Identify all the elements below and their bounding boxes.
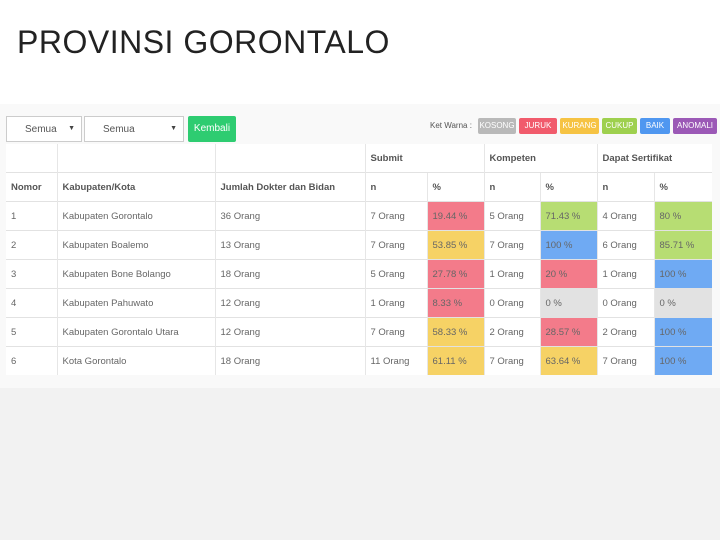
row-kompeten-n: 7 Orang [483,230,540,260]
column-header: % [426,172,484,202]
row-submit-n: 11 Orang [364,346,427,375]
row-kabupaten: Kabupaten Pahuwato [56,288,215,318]
row-sertifikat-pct: 100 % [653,259,712,289]
row-jumlah: 13 Orang [214,230,365,260]
row-submit-pct: 58.33 % [426,317,484,347]
row-kompeten-pct: 28.57 % [539,317,597,347]
column-header: n [364,172,427,202]
legend-label: Ket Warna : [430,121,472,130]
row-kompeten-pct: 0 % [539,288,597,318]
row-number: 1 [6,201,57,231]
row-submit-pct: 61.11 % [426,346,484,375]
column-header: n [596,172,654,202]
table-row: 6 Kota Gorontalo 18 Orang 11 Orang 61.11 % 7 … [6,346,712,375]
row-number: 5 [6,317,57,347]
table-row: 2 Kabupaten Boalemo 13 Orang 7 Orang 53.85 %… [6,230,712,260]
row-kompeten-pct: 63.64 % [539,346,597,375]
legend-badge-cukup: CUKUP [602,118,637,134]
row-sertifikat-pct: 100 % [653,317,712,347]
filter-select-2[interactable]: Semua ▼ [84,116,184,142]
row-kompeten-pct: 20 % [539,259,597,289]
filter-select-1-value: Semua [25,124,57,135]
filter-select-1[interactable]: Semua ▼ [6,116,82,142]
legend-badge-baik: BAIK [640,118,670,134]
row-kompeten-n: 0 Orang [483,288,540,318]
chevron-down-icon: ▼ [170,125,177,132]
back-button[interactable]: Kembali [188,116,236,142]
row-number: 6 [6,346,57,375]
row-kompeten-n: 5 Orang [483,201,540,231]
row-sertifikat-pct: 85.71 % [653,230,712,260]
row-sertifikat-pct: 80 % [653,201,712,231]
header-spacer [56,144,215,173]
row-jumlah: 18 Orang [214,346,365,375]
row-submit-pct: 8.33 % [426,288,484,318]
legend-badge-juruk: JURUK [519,118,557,134]
row-kabupaten: Kabupaten Bone Bolango [56,259,215,289]
row-sertifikat-pct: 0 % [653,288,712,318]
row-submit-pct: 53.85 % [426,230,484,260]
table-row: 4 Kabupaten Pahuwato 12 Orang 1 Orang 8.33 %… [6,288,712,318]
row-kabupaten: Kabupaten Gorontalo [56,201,215,231]
row-jumlah: 36 Orang [214,201,365,231]
dashboard-panel: Semua ▼ Semua ▼ Kembali Ket Warna : KOSO… [0,104,720,388]
row-submit-n: 1 Orang [364,288,427,318]
row-kompeten-n: 1 Orang [483,259,540,289]
group-header-kompeten: Kompeten [483,144,597,173]
row-jumlah: 12 Orang [214,317,365,347]
row-sertifikat-n: 4 Orang [596,201,654,231]
row-sertifikat-n: 2 Orang [596,317,654,347]
group-header-sertifikat: Dapat Sertifikat [596,144,712,173]
row-kompeten-n: 7 Orang [483,346,540,375]
filter-select-2-value: Semua [103,124,135,135]
column-header: Jumlah Dokter dan Bidan [214,172,365,202]
header-spacer [214,144,365,173]
column-header: % [653,172,712,202]
row-sertifikat-n: 7 Orang [596,346,654,375]
table-row: 1 Kabupaten Gorontalo 36 Orang 7 Orang 19.44… [6,201,712,231]
row-number: 2 [6,230,57,260]
row-number: 4 [6,288,57,318]
chevron-down-icon: ▼ [68,125,75,132]
row-submit-n: 5 Orang [364,259,427,289]
row-kabupaten: Kabupaten Gorontalo Utara [56,317,215,347]
header-spacer [6,144,57,173]
table-row: 5 Kabupaten Gorontalo Utara 12 Orang 7 Oran… [6,317,712,347]
row-sertifikat-n: 1 Orang [596,259,654,289]
column-header: % [539,172,597,202]
row-sertifikat-n: 0 Orang [596,288,654,318]
column-header: Kabupaten/Kota [56,172,215,202]
row-submit-n: 7 Orang [364,230,427,260]
group-header-submit: Submit [364,144,484,173]
row-kabupaten: Kota Gorontalo [56,346,215,375]
row-sertifikat-pct: 100 % [653,346,712,375]
row-jumlah: 12 Orang [214,288,365,318]
column-header: Nomor [6,172,57,202]
table-row: 3 Kabupaten Bone Bolango 18 Orang 5 Orang 27… [6,259,712,289]
legend-badge-kurang: KURANG [560,118,599,134]
row-number: 3 [6,259,57,289]
column-header: n [483,172,540,202]
slide-title: PROVINSI GORONTALO [17,24,390,60]
row-kompeten-n: 2 Orang [483,317,540,347]
row-sertifikat-n: 6 Orang [596,230,654,260]
row-kompeten-pct: 100 % [539,230,597,260]
row-submit-n: 7 Orang [364,201,427,231]
legend-badge-kosong: KOSONG [478,118,516,134]
row-jumlah: 18 Orang [214,259,365,289]
row-submit-pct: 19.44 % [426,201,484,231]
row-kompeten-pct: 71.43 % [539,201,597,231]
legend-badge-anomali: ANOMALI [673,118,717,134]
row-kabupaten: Kabupaten Boalemo [56,230,215,260]
slide-footer-area [0,388,720,540]
data-table: Submit Kompeten Dapat Sertifikat Nomor K… [6,144,712,375]
filter-toolbar: Semua ▼ Semua ▼ Kembali Ket Warna : KOSO… [6,114,717,146]
row-submit-n: 7 Orang [364,317,427,347]
row-submit-pct: 27.78 % [426,259,484,289]
